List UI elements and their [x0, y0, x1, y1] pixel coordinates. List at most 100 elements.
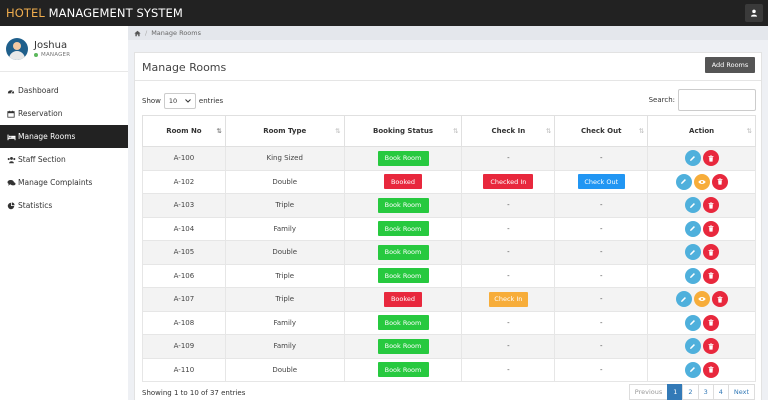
column-header-room-no[interactable]: Room No ⇅ [142, 115, 226, 147]
booking-status-button[interactable]: Book Room [377, 338, 429, 354]
check-in-cell: - [461, 146, 556, 171]
check-out-cell: Check Out [554, 169, 649, 194]
edit-room-button[interactable] [684, 244, 701, 261]
users-icon [7, 156, 15, 163]
action-cell [647, 193, 756, 218]
check-in-cell: Check In [461, 287, 556, 312]
booking-status-button[interactable]: Book Room [377, 221, 429, 237]
column-header-label: Action [689, 127, 715, 135]
top-navbar: HOTEL MANAGEMENT SYSTEM [0, 0, 768, 26]
check-out-cell: - [554, 240, 649, 265]
booking-status-cell: Book Room [343, 146, 463, 171]
booking-status-button[interactable]: Book Room [377, 244, 429, 260]
check-out-button[interactable]: Check Out [577, 174, 625, 190]
add-rooms-button[interactable]: Add Rooms [705, 57, 755, 73]
view-room-button[interactable] [693, 173, 710, 190]
edit-room-button[interactable] [675, 173, 692, 190]
delete-room-button[interactable] [711, 173, 728, 190]
sidebar-item-statistics[interactable]: Statistics [0, 194, 128, 217]
sort-icon: ⇅ [638, 127, 645, 135]
column-header-booking-status[interactable]: Booking Status ⇅ [343, 115, 463, 147]
booking-status-cell: Book Room [343, 240, 463, 265]
sidebar-item-reservation[interactable]: Reservation [0, 102, 128, 125]
edit-room-button[interactable] [684, 314, 701, 331]
sidebar-item-manage-rooms[interactable]: Manage Rooms [0, 125, 128, 148]
search-input[interactable] [678, 89, 756, 111]
booking-status-button[interactable]: Book Room [377, 315, 429, 331]
delete-room-button[interactable] [702, 197, 719, 214]
pagination-page-2[interactable]: 2 [682, 384, 699, 400]
sidebar-item-label: Dashboard [18, 86, 59, 95]
trash-icon [708, 202, 714, 209]
rooms-table: Room No ⇅ Room Type ⇅ Booking Status ⇅ Chec… [142, 115, 756, 382]
delete-room-button[interactable] [702, 267, 719, 284]
sidebar-item-dashboard[interactable]: Dashboard [0, 79, 128, 102]
pagination-page-3[interactable]: 3 [697, 384, 714, 400]
room-no-cell: A-107 [142, 287, 226, 312]
edit-room-button[interactable] [684, 197, 701, 214]
delete-room-button[interactable] [702, 220, 719, 237]
edit-room-button[interactable] [684, 220, 701, 237]
check-in-cell: - [461, 240, 556, 265]
booking-status-button[interactable]: Book Room [377, 197, 429, 213]
app-title-rest: MANAGEMENT SYSTEM [44, 6, 183, 20]
sidebar-item-staff-section[interactable]: Staff Section [0, 148, 128, 171]
sort-icon: ⇅ [452, 127, 459, 135]
room-no-cell: A-110 [142, 357, 226, 382]
booking-status-button[interactable]: Booked [384, 174, 422, 190]
entries-select[interactable]: 10 [163, 93, 196, 109]
pencil-icon [690, 273, 696, 279]
trash-icon [708, 155, 714, 162]
sidebar-item-label: Staff Section [18, 155, 66, 164]
sort-icon: ⇅ [545, 127, 552, 135]
column-header-room-type[interactable]: Room Type ⇅ [224, 115, 345, 147]
column-header-check-out[interactable]: Check Out ⇅ [554, 115, 649, 147]
home-icon[interactable] [134, 30, 141, 37]
edit-room-button[interactable] [684, 361, 701, 378]
check-out-cell: - [554, 263, 649, 288]
check-out-placeholder: - [599, 342, 603, 351]
table-row: A-105 Double Book Room - - [142, 240, 756, 265]
room-no-cell: A-103 [142, 193, 226, 218]
table-info: Showing 1 to 10 of 37 entries [142, 389, 246, 397]
table-controls: Show 10 entries Search: [142, 89, 756, 111]
column-header-action[interactable]: Action ⇅ [647, 115, 756, 147]
table-row: A-108 Family Book Room - - [142, 310, 756, 335]
pagination-next[interactable]: Next [727, 384, 755, 400]
check-out-placeholder: - [599, 201, 603, 210]
check-in-button[interactable]: Check In [488, 291, 528, 307]
edit-room-button[interactable] [684, 338, 701, 355]
edit-room-button[interactable] [675, 291, 692, 308]
pagination-previous[interactable]: Previous [628, 384, 669, 400]
edit-room-button[interactable] [684, 267, 701, 284]
booking-status-button[interactable]: Booked [384, 291, 422, 307]
app-title: HOTEL MANAGEMENT SYSTEM [6, 6, 183, 20]
delete-room-button[interactable] [702, 338, 719, 355]
table-row: A-106 Triple Book Room - - [142, 263, 756, 288]
pagination-page-1[interactable]: 1 [667, 384, 684, 400]
check-in-cell: - [461, 357, 556, 382]
delete-room-button[interactable] [702, 314, 719, 331]
room-no-cell: A-109 [142, 334, 226, 359]
pagination-page-4[interactable]: 4 [712, 384, 729, 400]
table-row: A-103 Triple Book Room - - [142, 193, 756, 218]
edit-room-button[interactable] [684, 150, 701, 167]
delete-room-button[interactable] [711, 291, 728, 308]
room-type-cell: Triple [224, 193, 345, 218]
action-cell [647, 240, 756, 265]
booking-status-button[interactable]: Book Room [377, 268, 429, 284]
delete-room-button[interactable] [702, 150, 719, 167]
check-out-placeholder: - [599, 365, 603, 374]
delete-room-button[interactable] [702, 244, 719, 261]
view-room-button[interactable] [693, 291, 710, 308]
user-menu-button[interactable] [745, 4, 763, 22]
booking-status-button[interactable]: Book Room [377, 150, 429, 166]
table-row: A-102 Double Booked Checked In Check Out [142, 169, 756, 194]
pencil-icon [690, 320, 696, 326]
checked-in-button[interactable]: Checked In [483, 174, 534, 190]
column-header-check-in[interactable]: Check In ⇅ [461, 115, 556, 147]
delete-room-button[interactable] [702, 361, 719, 378]
sidebar-item-manage-complaints[interactable]: Manage Complaints [0, 171, 128, 194]
booking-status-cell: Booked [343, 169, 463, 194]
booking-status-button[interactable]: Book Room [377, 362, 429, 378]
